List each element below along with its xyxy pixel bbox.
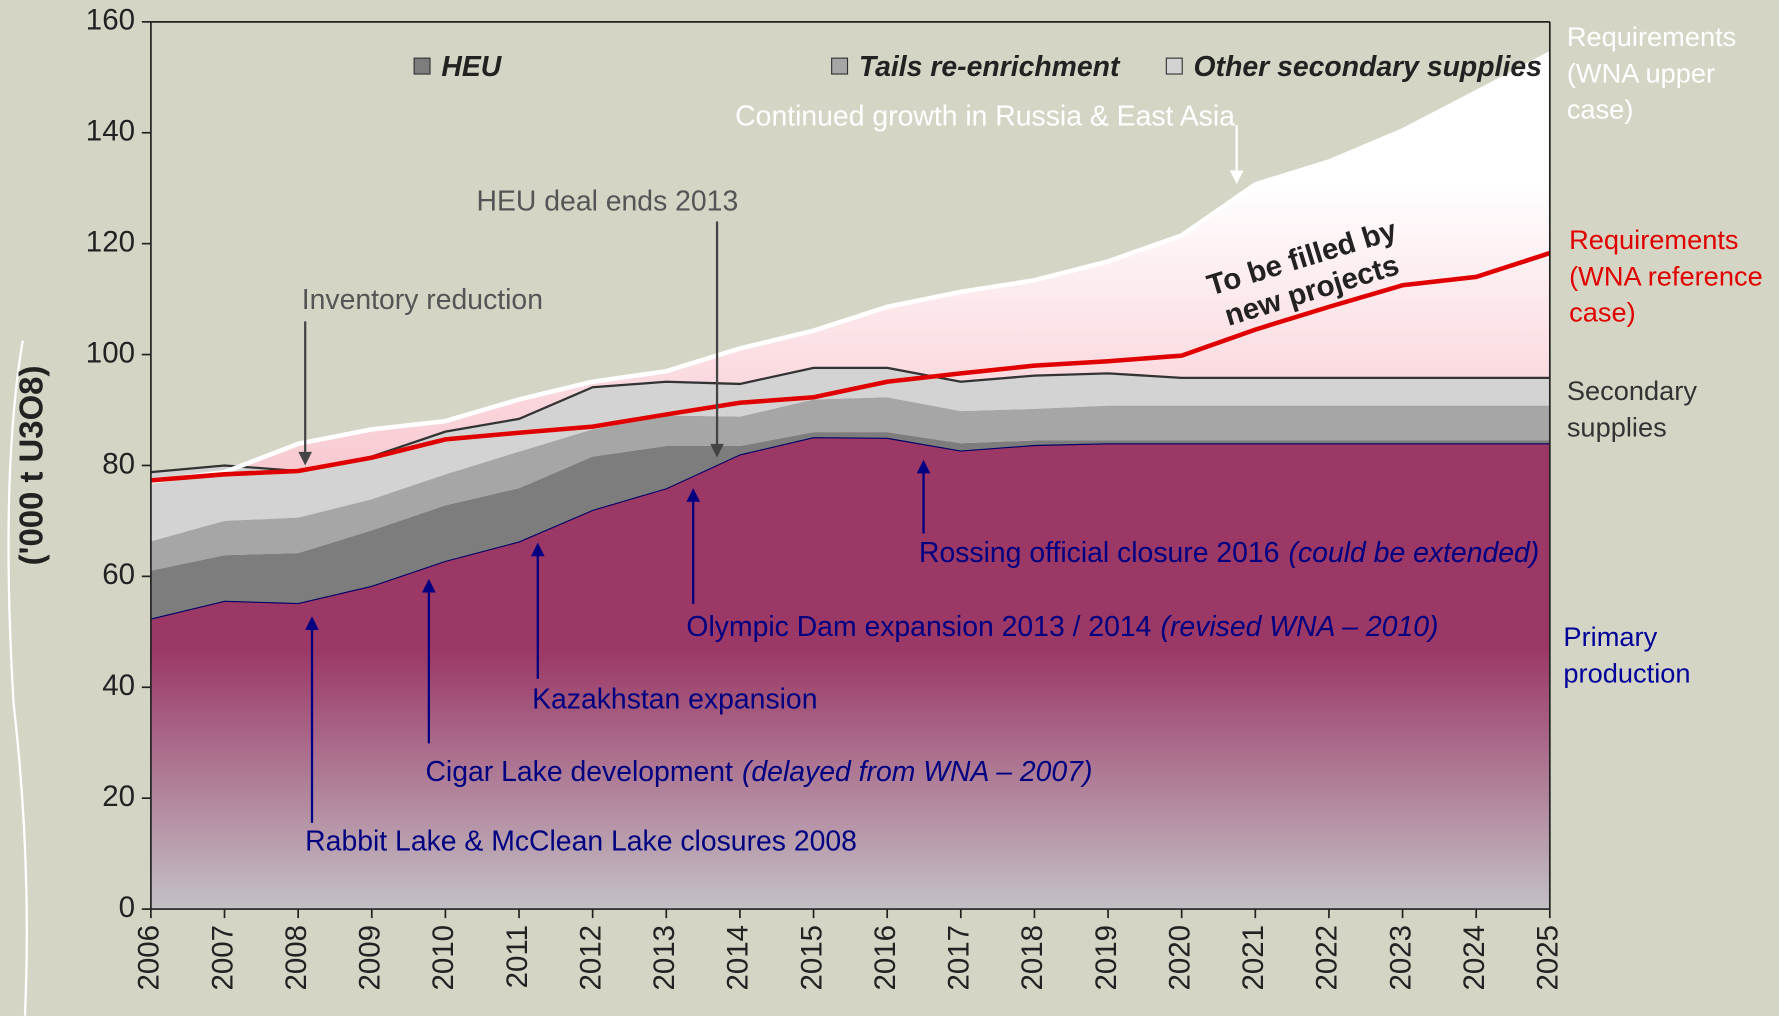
x-tick-label: 2013: [648, 925, 681, 991]
y-tick-label: 80: [102, 447, 135, 480]
y-tick-label: 0: [119, 891, 135, 924]
right-label: (WNA upper: [1567, 57, 1715, 88]
x-tick-label: 2012: [574, 925, 607, 991]
x-tick-label: 2023: [1384, 925, 1417, 991]
y-tick-label: 20: [102, 780, 135, 813]
line: [150, 250, 1551, 483]
legend-swatch: [413, 57, 431, 75]
arrow-head: [530, 542, 545, 557]
x-tick-label: 2008: [280, 925, 313, 991]
annotation: Cigar Lake development (delayed from WNA …: [425, 757, 1092, 789]
annotation: Rossing official closure 2016 (could be e…: [919, 538, 1539, 570]
y-tick-label: 60: [102, 558, 135, 591]
arrow-head: [298, 451, 313, 466]
y-tick-label: 100: [86, 336, 135, 369]
annotation-text: Kazakhstan expansion: [532, 684, 817, 716]
annotation: Rabbit Lake & McClean Lake closures 2008: [305, 826, 857, 858]
x-tick-label: 2017: [943, 925, 976, 991]
x-tick-label: 2015: [795, 925, 828, 991]
legend-label: HEU: [441, 51, 502, 83]
annotation-note: (delayed from WNA – 2007): [742, 757, 1092, 789]
x-tick-label: 2010: [427, 925, 460, 991]
y-axis-label: ('000 t U3O8): [13, 366, 50, 566]
annotation: HEU deal ends 2013: [477, 186, 739, 218]
x-tick-label: 2014: [722, 925, 755, 991]
x-tick-label: 2022: [1311, 925, 1344, 991]
x-tick-label: 2020: [1163, 925, 1196, 991]
decoration: [7, 340, 28, 1016]
right-label: Primary: [1563, 621, 1657, 652]
area: [150, 397, 1550, 571]
right-label: production: [1563, 658, 1690, 689]
y-tick-label: 160: [86, 4, 135, 37]
x-tick-label: 2007: [206, 925, 239, 991]
x-tick-label: 2006: [133, 925, 166, 991]
legend-swatch: [1165, 57, 1183, 75]
legend-label: Tails re-enrichment: [859, 51, 1121, 83]
legend-label: Other secondary supplies: [1194, 51, 1542, 83]
annotation-text: Cigar Lake development: [425, 757, 733, 789]
annotation: Continued growth in Russia & East Asia: [735, 101, 1235, 133]
legend-swatch: [831, 57, 849, 75]
annotation-text: Continued growth in Russia & East Asia: [735, 101, 1235, 133]
x-tick-label: 2016: [869, 925, 902, 991]
right-label: case): [1569, 297, 1636, 328]
area: [150, 437, 1550, 910]
annotation-text: Rossing official closure 2016: [919, 538, 1279, 570]
y-tick-label: 120: [86, 225, 135, 258]
x-tick-label: 2021: [1237, 925, 1270, 991]
arrow-head: [1229, 170, 1244, 185]
y-tick-label: 140: [86, 115, 135, 148]
annotation-text: HEU deal ends 2013: [477, 186, 739, 218]
annotation: Olympic Dam expansion 2013 / 2014 (revise…: [686, 611, 1438, 643]
right-label: Requirements: [1569, 224, 1738, 255]
x-tick-label: 2018: [1016, 925, 1049, 991]
x-tick-label: 2009: [354, 925, 387, 991]
arrow-head: [422, 578, 436, 593]
annotation-text: Inventory reduction: [302, 285, 543, 317]
arrow-head: [686, 488, 701, 502]
annotation-text: Rabbit Lake & McClean Lake closures 2008: [305, 826, 857, 858]
area: [150, 432, 1550, 619]
annotation-text: Olympic Dam expansion 2013 / 2014: [686, 611, 1151, 643]
annotation-note: (revised WNA – 2010): [1161, 611, 1439, 643]
area: [150, 367, 1550, 542]
annotation: Inventory reduction: [302, 285, 543, 317]
right-label: Requirements: [1567, 21, 1736, 52]
arrow-head: [710, 443, 724, 458]
line: [150, 51, 1551, 484]
arrow-head: [305, 616, 319, 630]
y-tick-label: 40: [102, 669, 135, 702]
right-label: supplies: [1567, 411, 1667, 442]
annotation: Kazakhstan expansion: [532, 684, 817, 716]
x-tick-label: 2019: [1090, 925, 1123, 991]
right-label: case): [1567, 94, 1634, 125]
x-tick-label: 2011: [501, 925, 534, 988]
x-tick-label: 2024: [1458, 925, 1491, 991]
arrow-head: [916, 459, 931, 474]
right-label: (WNA reference: [1569, 260, 1763, 291]
right-label: Secondary: [1567, 375, 1698, 406]
annotation-note: (could be extended): [1289, 538, 1540, 570]
x-tick-label: 2025: [1532, 925, 1565, 991]
